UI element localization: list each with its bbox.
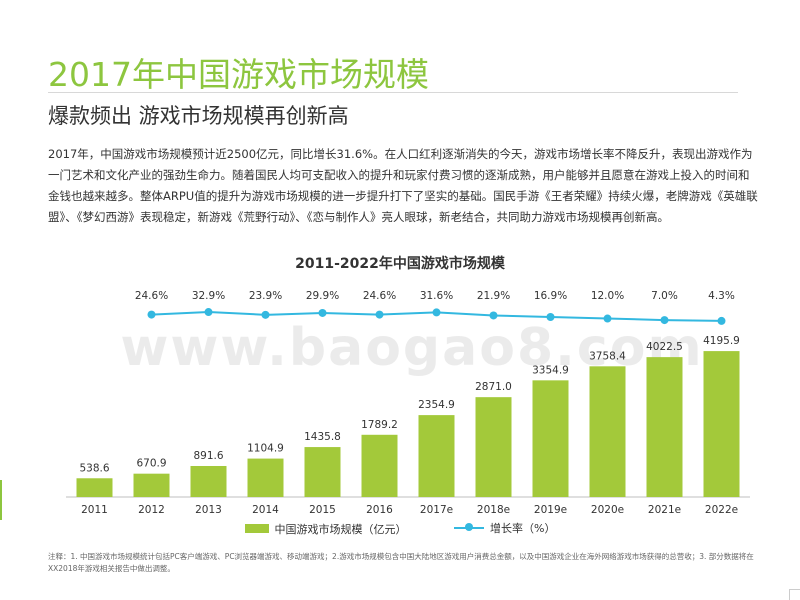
corner-mark <box>789 589 800 600</box>
bar-value-label: 1104.9 <box>247 443 284 455</box>
bar-value-label: 3758.4 <box>589 350 626 362</box>
bar-value-label: 1789.2 <box>361 419 398 431</box>
chart-title: 2011-2022年中国游戏市场规模 <box>295 256 505 272</box>
x-tick-label: 2018e <box>477 504 510 516</box>
page-subtitle: 爆款频出 游戏市场规模再创新高 <box>48 104 349 128</box>
growth-rate-point <box>489 311 498 320</box>
growth-rate-label: 31.6% <box>420 290 453 302</box>
legend-line-swatch <box>454 523 485 533</box>
market-size-chart: 538.6 2011 670.9 2012 891.6 2013 1104.9 2014 143… <box>66 290 750 516</box>
legend-item-market-size: 中国游戏市场规模（亿元） <box>244 521 407 537</box>
body-paragraph: 2017年，中国游戏市场规模预计近2500亿元，同比增长31.6%。在人口红利逐… <box>48 147 758 224</box>
growth-rate-label: 24.6% <box>363 290 396 302</box>
bar-value-label: 2354.9 <box>418 399 455 411</box>
growth-rate-point <box>147 310 156 319</box>
x-tick-label: 2015 <box>309 504 336 516</box>
x-tick-label: 2014 <box>252 504 279 516</box>
legend-label-market-size: 中国游戏市场规模（亿元） <box>274 522 407 536</box>
bar-2014 <box>247 458 284 497</box>
title-divider <box>48 92 738 93</box>
bar-value-label: 4195.9 <box>703 335 740 347</box>
growth-rate-label: 32.9% <box>192 290 225 302</box>
growth-rate-label: 4.3% <box>708 290 735 302</box>
growth-rate-point <box>717 316 726 325</box>
growth-rate-point <box>261 310 270 319</box>
bar-2022e <box>703 351 740 497</box>
growth-rate-label: 7.0% <box>651 290 678 302</box>
growth-rate-label: 23.9% <box>249 290 282 302</box>
growth-rate-label: 12.0% <box>591 290 624 302</box>
growth-rate-point <box>660 316 669 325</box>
x-tick-label: 2012 <box>138 504 165 516</box>
growth-rate-point <box>375 310 384 319</box>
x-tick-label: 2013 <box>195 504 222 516</box>
bar-value-label: 670.9 <box>136 458 166 470</box>
left-accent-bar <box>0 480 2 520</box>
x-tick-label: 2019e <box>534 504 567 516</box>
growth-rate-point <box>432 308 441 317</box>
x-tick-label: 2017e <box>420 504 453 516</box>
bar-value-label: 891.6 <box>193 450 223 462</box>
bar-2015 <box>304 447 341 497</box>
bar-2020e <box>589 366 626 497</box>
bar-2011 <box>76 478 113 497</box>
page-title: 2017年中国游戏市场规模 <box>48 55 429 94</box>
bar-2021e <box>646 357 683 497</box>
bar-value-label: 2871.0 <box>475 381 512 393</box>
growth-rate-point <box>546 312 555 321</box>
x-tick-label: 2021e <box>648 504 681 516</box>
bar-value-label: 538.6 <box>79 462 109 474</box>
bar-2016 <box>361 434 398 497</box>
footnote: 注释：1. 中国游戏市场规模统计包括PC客户端游戏、PC浏览器端游戏、移动端游戏… <box>48 552 754 573</box>
chart-legend: 中国游戏市场规模（亿元） 增长率（%） <box>0 520 800 537</box>
legend-label-growth-rate: 增长率（%） <box>490 522 556 535</box>
bar-value-label: 3354.9 <box>532 364 569 376</box>
bar-2013 <box>190 465 227 497</box>
bar-value-label: 4022.5 <box>646 341 683 353</box>
bar-2017e <box>418 415 455 497</box>
growth-rate-label: 21.9% <box>477 290 510 302</box>
x-tick-label: 2016 <box>366 504 393 516</box>
x-tick-label: 2022e <box>705 504 738 516</box>
legend-item-growth-rate: 增长率（%） <box>454 520 555 536</box>
growth-rate-point <box>204 308 213 317</box>
growth-rate-point <box>603 314 612 323</box>
bar-2018e <box>475 397 512 497</box>
x-tick-label: 2020e <box>591 504 624 516</box>
growth-rate-label: 16.9% <box>534 290 567 302</box>
legend-bar-swatch <box>244 524 269 533</box>
growth-rate-label: 24.6% <box>135 290 168 302</box>
x-tick-label: 2011 <box>81 504 108 516</box>
bar-value-label: 1435.8 <box>304 431 341 443</box>
growth-rate-label: 29.9% <box>306 290 339 302</box>
bar-2012 <box>133 473 170 497</box>
growth-rate-point <box>318 308 327 317</box>
bar-2019e <box>532 380 569 497</box>
